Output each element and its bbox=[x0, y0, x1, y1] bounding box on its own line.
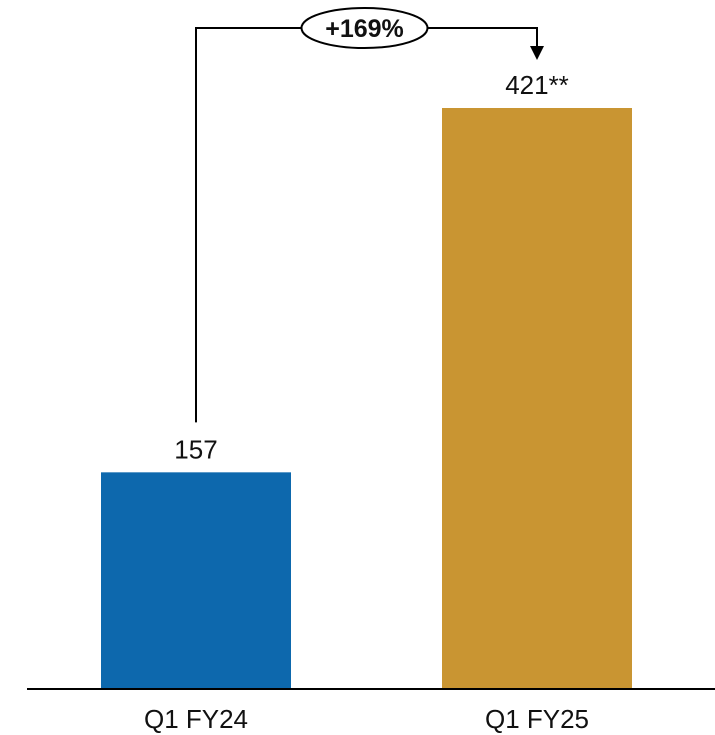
growth-badge-label: +169% bbox=[325, 15, 404, 43]
arrow-head-icon bbox=[530, 46, 544, 60]
data-label-q1-fy24: 157 bbox=[174, 434, 217, 464]
bar-q1-fy24 bbox=[101, 472, 291, 689]
x-tick-label-q1-fy25: Q1 FY25 bbox=[485, 704, 589, 734]
data-label-q1-fy25: 421** bbox=[505, 70, 569, 100]
x-tick-label-q1-fy24: Q1 FY24 bbox=[144, 704, 248, 734]
bar-q1-fy25 bbox=[442, 108, 632, 689]
growth-badge bbox=[300, 7, 429, 49]
